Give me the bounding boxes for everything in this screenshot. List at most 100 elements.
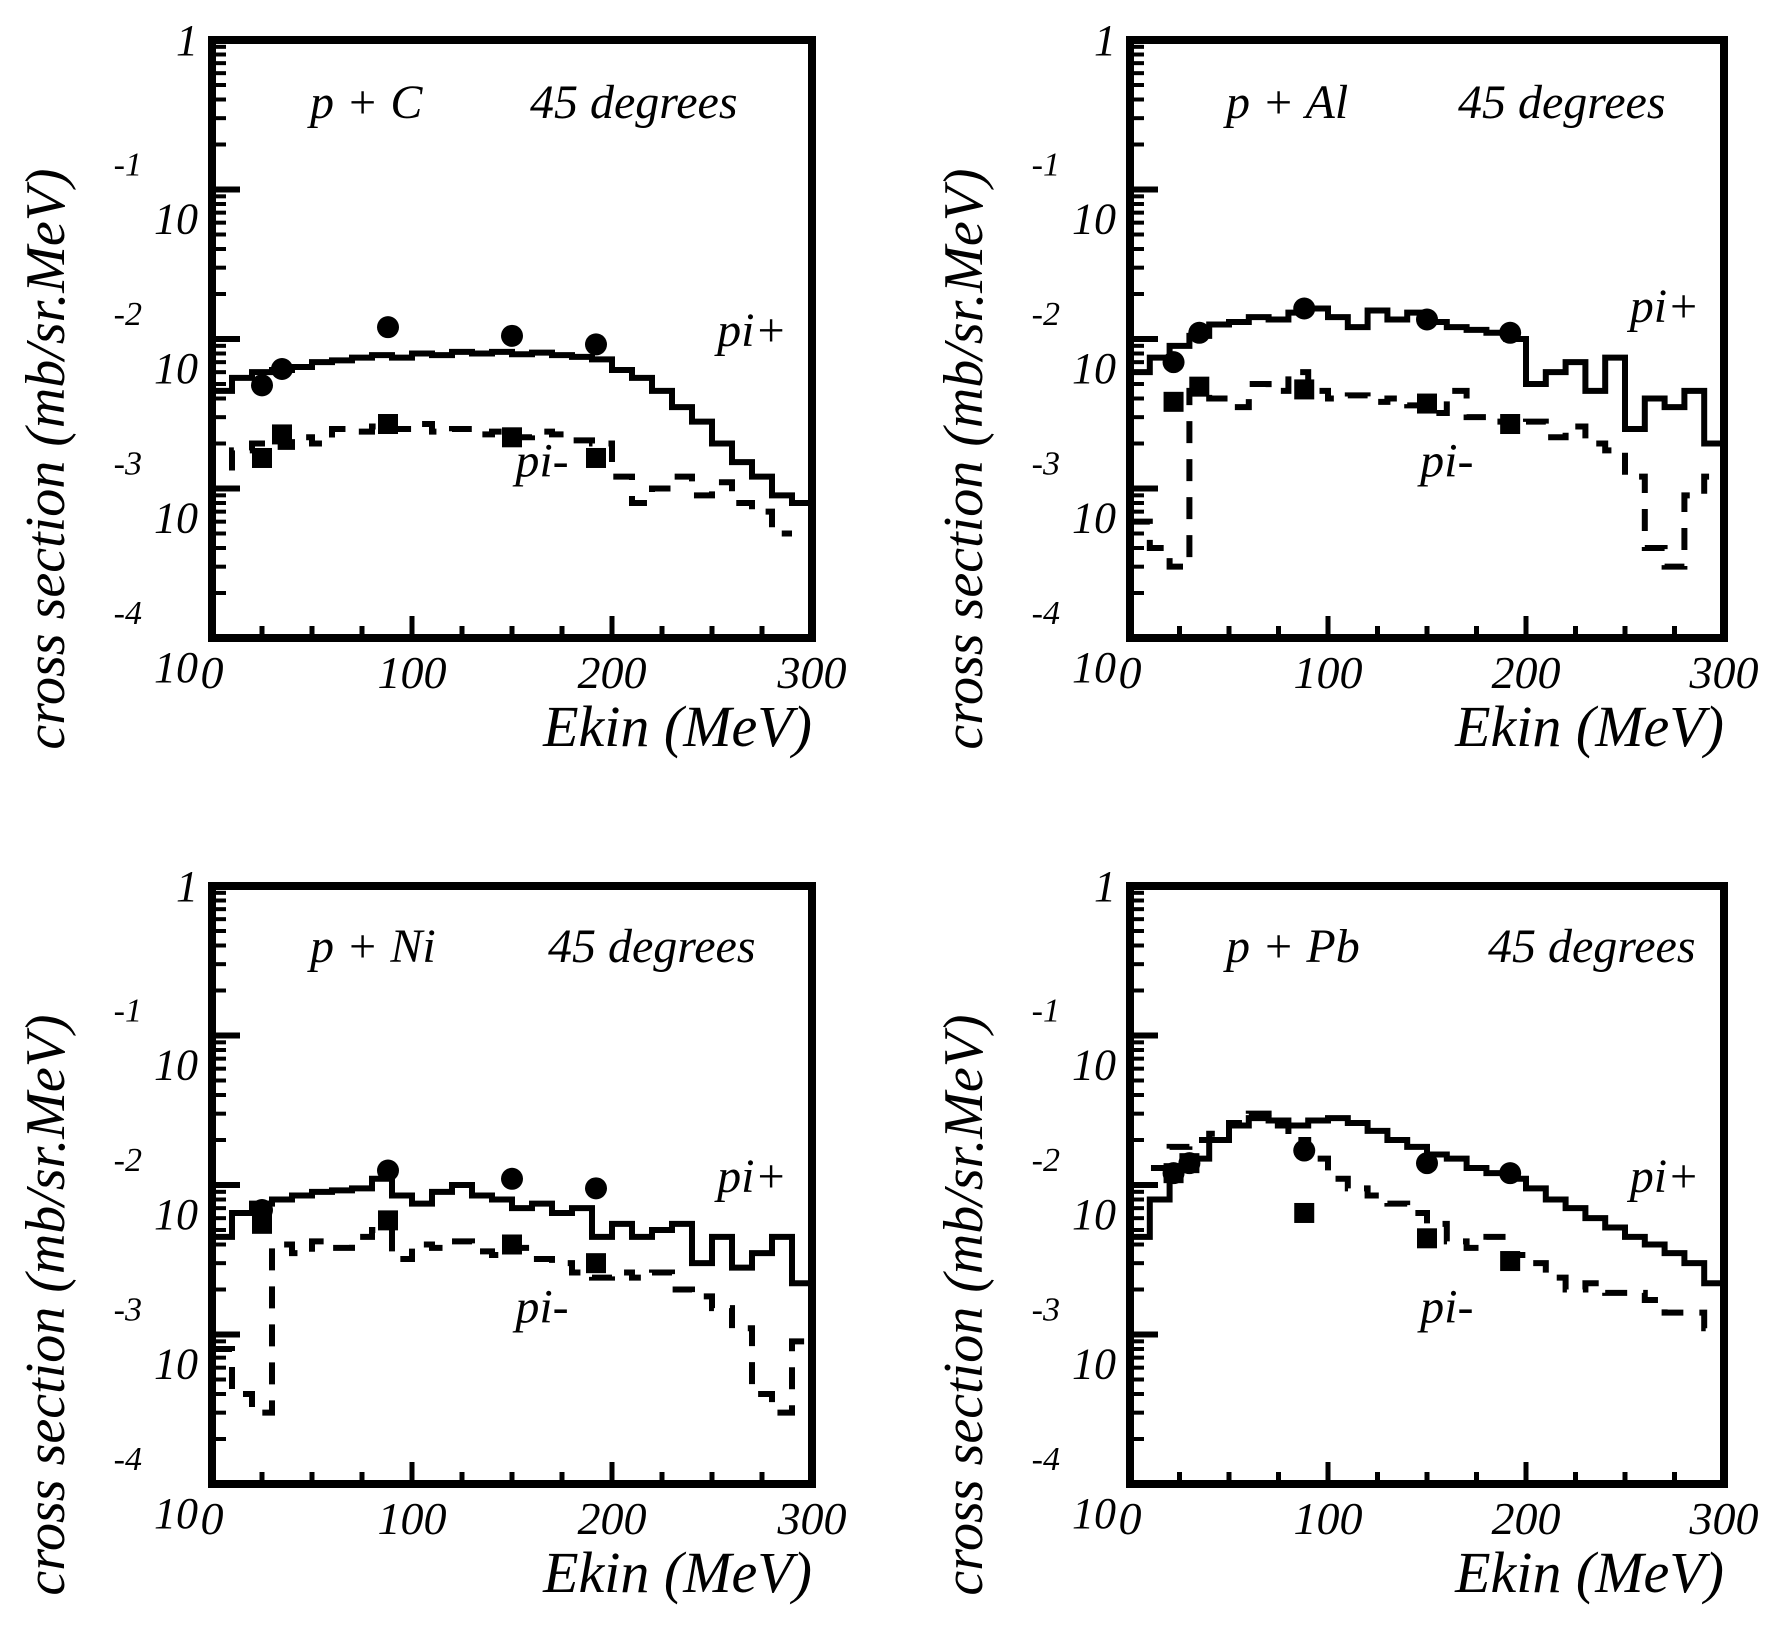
reaction-label: p + Pb (1223, 920, 1360, 973)
pi-minus-data-point (378, 414, 398, 435)
pi-plus-histogram (212, 348, 812, 506)
pi-minus-data-point (1294, 1202, 1315, 1223)
y-tick-label: 1 (1094, 862, 1116, 911)
pi-minus-histogram (1130, 369, 1724, 570)
pi-minus-data-point (1163, 391, 1184, 412)
pi-minus-data-point (1500, 414, 1521, 435)
series-annotation: pi+ (1627, 1150, 1700, 1203)
y-axis-label: cross section (mb/sr.MeV) (15, 1014, 77, 1595)
y-tick-label: -310 (1032, 1292, 1116, 1389)
y-tick-label: -210 (114, 296, 198, 393)
series-annotation: pi+ (714, 1150, 787, 1203)
panel-3: 1 -110 -210 -310 -410 cross section (mb/sr.Me… (933, 862, 1728, 1596)
x-tick-label: 100 (378, 647, 447, 698)
x-tick-label: 100 (378, 1493, 447, 1544)
pi-plus-data-point (501, 324, 523, 347)
plot-frame (1126, 36, 1728, 642)
y-tick-label: -410 (114, 595, 198, 692)
pi-minus-data-point (586, 1253, 606, 1274)
pi-plus-data-point (585, 333, 607, 356)
pi-minus-data-point (1500, 1251, 1521, 1272)
y-tick-label: -110 (114, 147, 198, 244)
pi-minus-data-point (252, 447, 272, 468)
pi-plus-data-point (1416, 308, 1438, 331)
series-annotation: pi- (512, 435, 568, 488)
pi-minus-histogram (212, 1227, 812, 1416)
x-tick-label: 300 (1689, 1493, 1759, 1544)
y-tick-label: -310 (114, 446, 198, 543)
y-tick-label: -110 (114, 993, 198, 1090)
y-tick-label: -410 (114, 1441, 198, 1538)
y-tick-label: -310 (114, 1292, 198, 1389)
x-tick-label: 200 (578, 647, 647, 698)
pi-plus-data-point (1416, 1152, 1438, 1175)
y-tick-label: -410 (1032, 1441, 1116, 1538)
angle-label: 45 degrees (530, 76, 738, 129)
series-annotation: pi- (1417, 1281, 1473, 1334)
pi-plus-data-point (377, 1159, 399, 1182)
y-tick-label: -210 (1032, 1142, 1116, 1239)
pi-minus-data-point (252, 1213, 272, 1234)
x-axis-label: Ekin (MeV) (542, 694, 812, 759)
x-tick-label: 0 (1119, 1493, 1142, 1544)
pi-minus-data-point (586, 447, 606, 468)
y-tick-label: -210 (114, 1142, 198, 1239)
panel-2: 1 -110 -210 -310 -410 cross section (mb/sr.Me… (15, 862, 816, 1596)
x-tick-label: 200 (1492, 1493, 1561, 1544)
reaction-label: p + Al (1223, 76, 1348, 129)
x-tick-label: 0 (1119, 647, 1142, 698)
pi-minus-data-point (1417, 1228, 1437, 1249)
x-axis-label: Ekin (MeV) (542, 1540, 812, 1605)
x-tick-label: 300 (1689, 647, 1759, 698)
y-axis-label: cross section (mb/sr.MeV) (933, 168, 995, 749)
pi-plus-data-point (1188, 321, 1211, 344)
pi-minus-data-point (272, 424, 292, 445)
series-annotation: pi+ (714, 304, 787, 357)
angle-label: 45 degrees (1488, 920, 1696, 973)
angle-label: 45 degrees (1458, 76, 1666, 129)
x-tick-label: 200 (578, 1493, 647, 1544)
pi-plus-data-point (271, 357, 293, 380)
angle-label: 45 degrees (548, 920, 756, 973)
x-tick-label: 300 (777, 1493, 847, 1544)
pi-plus-data-point (501, 1167, 523, 1190)
x-tick-label: 100 (1294, 1493, 1363, 1544)
y-axis-label: cross section (mb/sr.MeV) (933, 1014, 995, 1595)
pi-plus-data-point (1499, 1162, 1522, 1185)
y-axis-label: cross section (mb/sr.MeV) (15, 168, 77, 749)
x-tick-label: 300 (777, 647, 847, 698)
y-tick-label: -410 (1032, 595, 1116, 692)
pi-plus-data-point (1293, 297, 1316, 320)
pi-minus-data-point (1294, 379, 1315, 400)
pi-minus-data-point (1417, 393, 1437, 414)
y-tick-label: 1 (176, 16, 198, 65)
x-axis-label: Ekin (MeV) (1454, 694, 1724, 759)
series-annotation: pi- (512, 1281, 568, 1334)
pi-minus-data-point (1179, 1153, 1200, 1174)
x-axis-label: Ekin (MeV) (1454, 1540, 1724, 1605)
pi-plus-data-point (1499, 321, 1522, 344)
pi-plus-data-point (1293, 1139, 1316, 1162)
x-tick-label: 100 (1294, 647, 1363, 698)
pi-minus-histogram (212, 421, 792, 537)
y-tick-label: -210 (1032, 296, 1116, 393)
y-tick-label: 1 (176, 862, 198, 911)
reaction-label: p + C (307, 76, 423, 129)
pi-plus-data-point (1162, 351, 1185, 374)
y-tick-label: -110 (1032, 993, 1116, 1090)
series-annotation: pi+ (1627, 280, 1700, 333)
pi-minus-data-point (378, 1210, 398, 1231)
x-tick-label: 0 (201, 1493, 224, 1544)
panel-0: 1 -110 -210 -310 -410 cross section (mb/sr.Me… (15, 16, 816, 750)
pi-plus-data-point (377, 316, 399, 339)
y-tick-label: -310 (1032, 446, 1116, 543)
series-annotation: pi- (1417, 435, 1473, 488)
x-tick-label: 200 (1492, 647, 1561, 698)
pi-minus-data-point (502, 427, 522, 448)
pi-minus-data-point (1163, 1163, 1184, 1184)
x-tick-label: 0 (201, 647, 224, 698)
pi-plus-data-point (585, 1177, 607, 1200)
pi-plus-histogram (212, 1175, 812, 1287)
pi-plus-data-point (251, 374, 273, 397)
